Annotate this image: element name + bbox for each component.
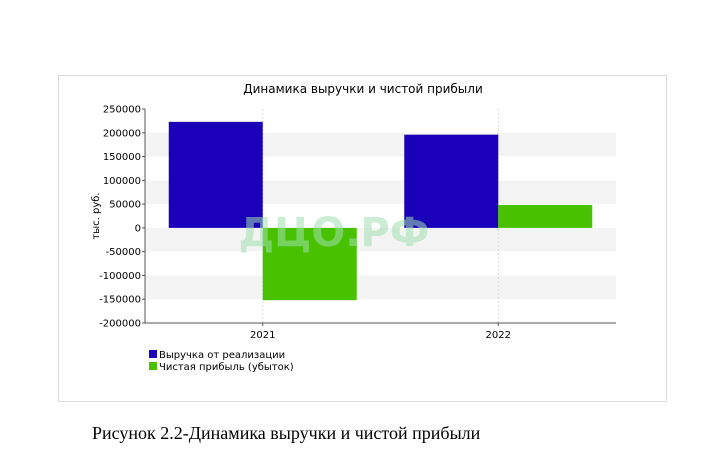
bars [168,121,593,301]
y-tick-label: 50000 [109,200,141,211]
y-tick-label: 200000 [103,128,141,139]
bar [168,121,263,228]
grid-band [145,275,616,300]
x-tick-labels: 2021 2022 [250,323,511,341]
bar [404,134,499,228]
y-tick-label: -50000 [106,247,141,258]
chart-title: Динамика выручки и чистой прибыли [243,82,483,96]
y-axis-label: тыс. руб. [91,192,102,239]
y-tick-label: 0 [135,223,141,234]
y-tick-labels: 250000 200000 150000 100000 50000 0 -50000 -100… [99,105,141,330]
legend-swatch [149,350,157,358]
legend-label: Чистая прибыль (убыток) [159,362,294,373]
y-tick-label: 250000 [103,105,141,116]
y-tick-label: -200000 [99,319,141,330]
figure-caption: Рисунок 2.2-Динамика выручки и чистой пр… [92,423,481,443]
legend-swatch [149,362,157,370]
bar [262,227,357,301]
bar-chart: ДЦО.РФ 250000 200000 150000 100000 50000 0 -50… [91,82,616,373]
axes [144,109,616,324]
y-tick-label: -100000 [99,271,141,282]
bar [498,205,593,228]
chart-frame: ДЦО.РФ 250000 200000 150000 100000 50000 0 -50… [58,75,667,402]
y-tick-label: -150000 [99,295,141,306]
x-tick-label: 2022 [486,330,511,341]
y-tick-label: 100000 [103,176,141,187]
y-tick-label: 150000 [103,152,141,163]
x-tick-label: 2021 [250,330,275,341]
legend-label: Выручка от реализации [159,350,285,361]
watermark: ДЦО.РФ [239,210,430,256]
